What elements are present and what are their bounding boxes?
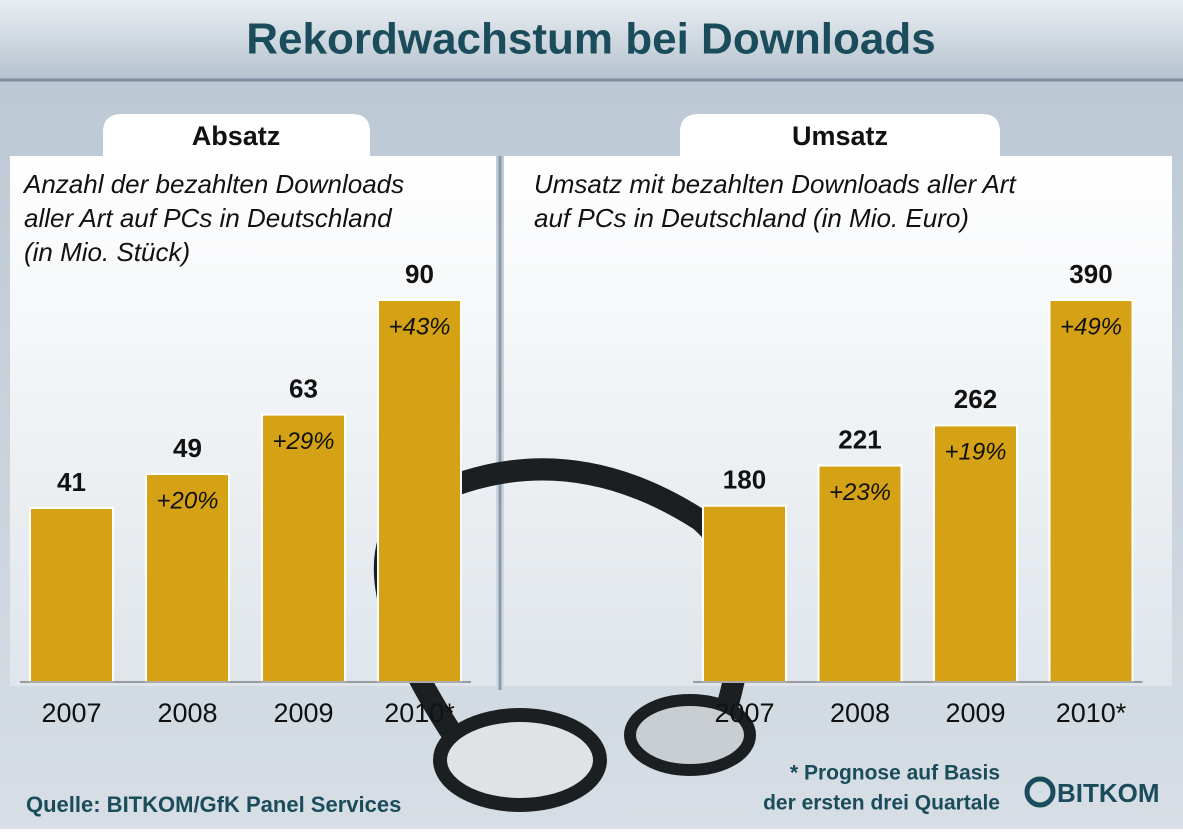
- footnote: * Prognose auf Basis: [790, 762, 1000, 785]
- bar: [702, 504, 787, 684]
- page-title: Rekordwachstum bei Downloads: [246, 15, 935, 64]
- chart-subtitle: auf PCs in Deutschland (in Mio. Euro): [534, 203, 969, 233]
- value-label: 63: [289, 373, 318, 403]
- chart-title: Absatz: [192, 121, 281, 151]
- chart-subtitle: (in Mio. Stück): [24, 237, 190, 267]
- headphone-ear: [624, 694, 756, 776]
- chart-subtitle: Umsatz mit bezahlten Downloads aller Art: [534, 169, 1017, 199]
- tab-left: [103, 114, 370, 158]
- bar: [29, 506, 114, 683]
- x-tick-label: 2010*: [1056, 698, 1127, 728]
- source: Quelle: BITKOM/GfK Panel Services: [26, 792, 401, 817]
- tab-right: [680, 114, 1000, 158]
- bar: [377, 299, 462, 683]
- x-tick-label: 2007: [41, 698, 101, 728]
- x-tick-label: 2010*: [384, 698, 455, 728]
- bar: [1048, 299, 1134, 683]
- x-tick-label: 2007: [714, 698, 774, 728]
- growth-label: +29%: [272, 428, 334, 455]
- value-label: 262: [954, 384, 997, 414]
- value-label: 390: [1069, 259, 1112, 289]
- growth-label: +49%: [1060, 313, 1122, 340]
- chart-subtitle: Anzahl der bezahlten Downloads: [22, 169, 404, 199]
- chart-subtitle: aller Art auf PCs in Deutschland: [24, 203, 393, 233]
- value-label: 49: [173, 433, 202, 463]
- title-band: [0, 0, 1183, 80]
- chart-title: Umsatz: [792, 121, 888, 151]
- value-label: 221: [838, 424, 881, 454]
- growth-label: +20%: [156, 487, 218, 514]
- value-label: 180: [723, 465, 766, 495]
- value-label: 90: [405, 259, 434, 289]
- logo-mark: [1024, 776, 1056, 808]
- headphone-ear: [433, 708, 607, 812]
- bar: [933, 424, 1018, 683]
- footnote: der ersten drei Quartale: [763, 792, 1000, 815]
- x-tick-label: 2008: [830, 698, 890, 728]
- x-tick-label: 2008: [157, 698, 217, 728]
- x-tick-label: 2009: [273, 698, 333, 728]
- growth-label: +19%: [944, 439, 1006, 466]
- bar: [817, 464, 903, 683]
- value-label: 41: [57, 467, 86, 497]
- growth-label: +23%: [829, 479, 891, 506]
- growth-label: +43%: [388, 313, 450, 340]
- logo: BITKOM: [1057, 778, 1160, 808]
- charts: Absatz Anzahl der bezahlten Downloads alle…: [20, 121, 1143, 728]
- bar: [145, 473, 230, 683]
- x-tick-label: 2009: [945, 698, 1005, 728]
- bar: [261, 413, 346, 683]
